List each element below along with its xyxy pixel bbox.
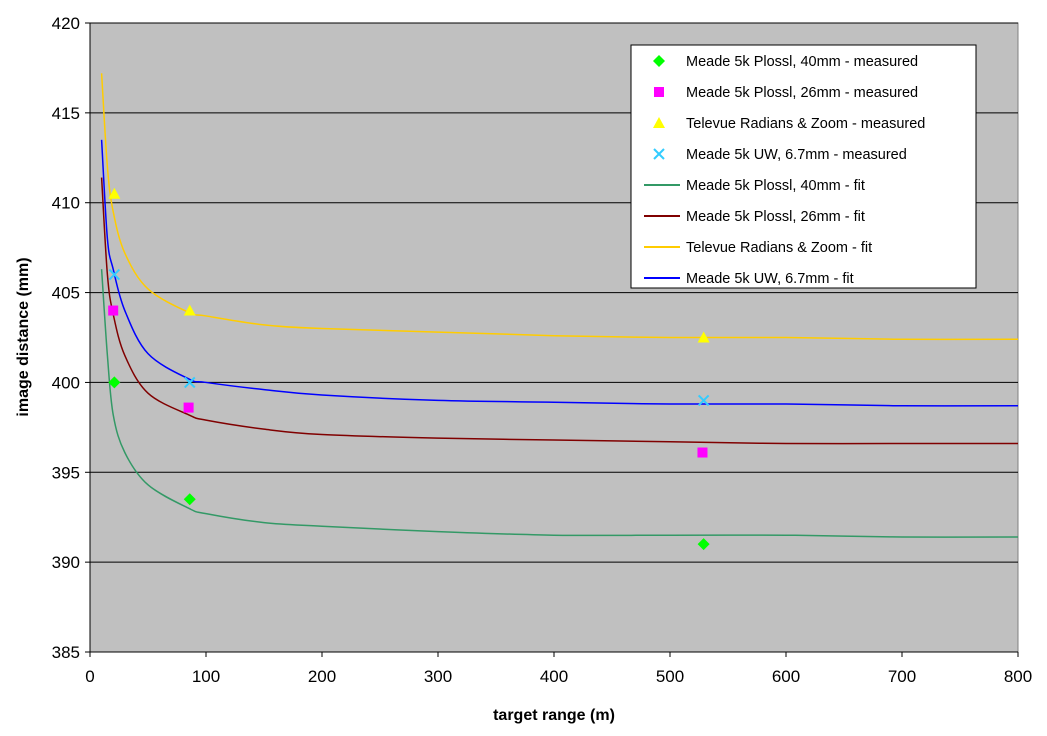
legend-label: Meade 5k UW, 6.7mm - fit <box>686 271 854 287</box>
fit-line-4 <box>100 269 1019 538</box>
x-tick-label: 0 <box>85 667 94 686</box>
legend-label: Meade 5k Plossl, 26mm - measured <box>686 85 918 101</box>
x-tick-labels: 0 100 200 300 400 500 600 700 800 <box>85 667 1032 686</box>
x-tick-label: 200 <box>308 667 336 686</box>
x-tick-label: 400 <box>540 667 568 686</box>
legend-marker <box>653 117 665 128</box>
x-tick-label: 600 <box>772 667 800 686</box>
x-tick-label: 700 <box>888 667 916 686</box>
data-point <box>108 268 121 281</box>
data-point <box>697 538 710 551</box>
x-tick-label: 800 <box>1004 667 1032 686</box>
y-tick-label: 400 <box>52 373 80 392</box>
y-tick-label: 420 <box>52 14 80 33</box>
x-tick-label: 100 <box>192 667 220 686</box>
y-tick-label: 405 <box>52 284 80 303</box>
y-tick-label: 390 <box>52 553 80 572</box>
x-axis-title: target range (m) <box>493 707 615 724</box>
data-point <box>183 493 196 506</box>
legend-label: Meade 5k Plossl, 40mm - fit <box>686 178 865 194</box>
legend-marker <box>653 55 665 67</box>
data-point <box>184 376 196 389</box>
y-tick-label: 385 <box>52 643 80 662</box>
legend-box <box>630 44 977 289</box>
y-axis-title: image distance (mm) <box>15 257 32 416</box>
fit-line-7 <box>100 139 1019 407</box>
y-tick-label: 415 <box>52 104 80 123</box>
axes <box>85 22 1019 657</box>
legend-label: Televue Radians & Zoom - fit <box>686 240 872 256</box>
y-tick-label: 395 <box>52 463 80 482</box>
y-tick-label: 410 <box>52 194 80 213</box>
legend-marker <box>654 87 664 97</box>
data-point <box>108 187 121 199</box>
data-point <box>183 304 196 316</box>
data-point <box>183 402 194 413</box>
y-tick-labels: 385 390 395 400 405 410 415 420 <box>52 14 80 662</box>
data-point <box>108 305 119 316</box>
data-point <box>108 376 121 389</box>
x-tick-label: 500 <box>656 667 684 686</box>
legend-label: Meade 5k UW, 6.7mm - measured <box>686 147 907 163</box>
data-point <box>697 331 710 343</box>
legend-label: Meade 5k Plossl, 26mm - fit <box>686 209 865 225</box>
legend-label: Meade 5k Plossl, 40mm - measured <box>686 54 918 70</box>
fit-lines <box>100 73 1019 538</box>
fit-line-6 <box>100 73 1019 341</box>
measured-markers <box>108 187 710 551</box>
fit-line-5 <box>100 177 1018 445</box>
legend: Meade 5k Plossl, 40mm - measured Meade 5k… <box>630 44 977 289</box>
legend-label: Televue Radians & Zoom - measured <box>686 116 925 132</box>
legend-marker <box>653 148 665 160</box>
data-point <box>697 394 710 407</box>
data-point <box>697 447 708 458</box>
x-tick-label: 300 <box>424 667 452 686</box>
